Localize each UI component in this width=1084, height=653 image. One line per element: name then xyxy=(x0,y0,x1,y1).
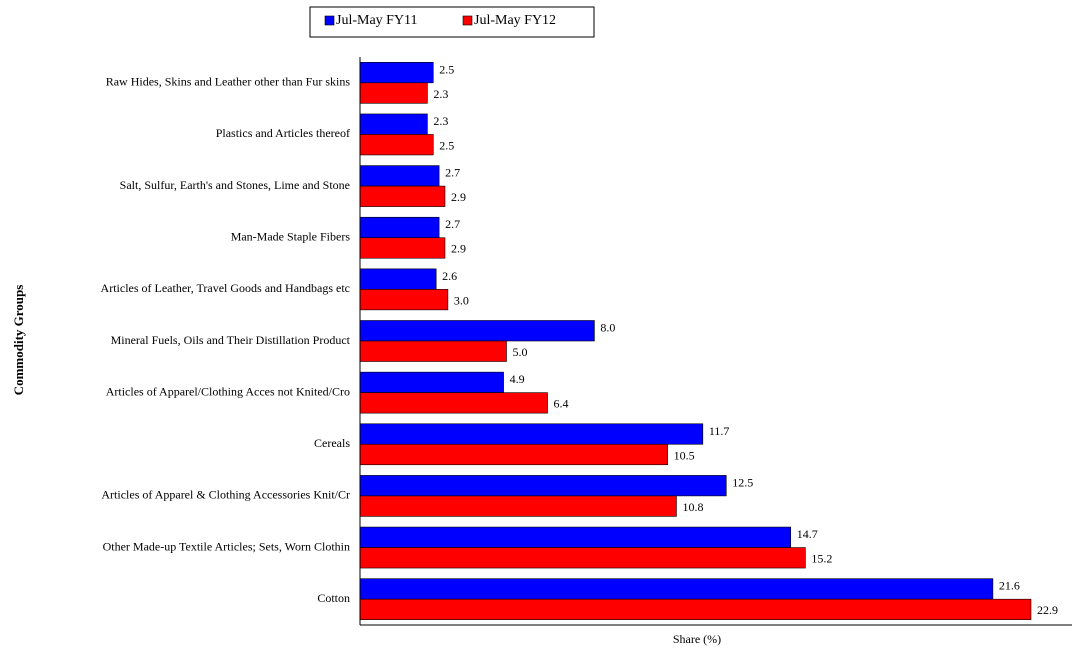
value-label: 14.7 xyxy=(797,527,818,541)
value-label: 21.6 xyxy=(999,579,1020,593)
bar xyxy=(359,320,595,342)
value-label: 10.8 xyxy=(682,500,703,514)
legend-swatch xyxy=(324,15,335,26)
value-label: 2.3 xyxy=(433,87,448,101)
y-tick-label: Articles of Leather, Travel Goods and Ha… xyxy=(101,281,350,295)
bar xyxy=(359,216,440,239)
value-label: 2.7 xyxy=(445,166,460,180)
bar xyxy=(359,495,677,517)
value-label: 2.7 xyxy=(445,217,460,231)
bar xyxy=(359,82,428,104)
bar xyxy=(359,185,446,207)
bar xyxy=(359,598,1032,620)
bar xyxy=(359,165,440,187)
value-label: 4.9 xyxy=(510,372,525,386)
value-label: 6.4 xyxy=(554,397,569,411)
y-tick-label: Articles of Apparel/Clothing Acces not K… xyxy=(106,384,350,398)
legend-box xyxy=(309,6,595,38)
legend-label: Jul-May FY12 xyxy=(474,13,556,28)
legend-label: Jul-May FY11 xyxy=(336,13,418,28)
value-label: 2.5 xyxy=(439,138,454,152)
y-tick-label: Raw Hides, Skins and Leather other than … xyxy=(106,75,351,89)
value-label: 2.9 xyxy=(451,190,466,204)
value-label: 15.2 xyxy=(811,552,832,566)
value-label: 8.0 xyxy=(600,321,615,335)
value-label: 11.7 xyxy=(709,424,730,438)
bar xyxy=(359,423,704,445)
value-label: 12.5 xyxy=(732,475,753,489)
bar xyxy=(359,526,792,548)
value-label: 10.5 xyxy=(674,448,695,462)
y-tick-label: Plastics and Articles thereof xyxy=(216,126,350,140)
value-label: 5.0 xyxy=(513,345,528,359)
bar xyxy=(359,340,507,362)
y-tick-label: Articles of Apparel & Clothing Accessori… xyxy=(101,488,350,502)
value-label: 22.9 xyxy=(1037,603,1058,617)
y-tick-label: Man-Made Staple Fibers xyxy=(231,229,351,243)
bar xyxy=(359,475,727,497)
bar xyxy=(359,443,668,466)
value-label: 3.0 xyxy=(454,293,469,307)
value-label: 2.5 xyxy=(439,62,454,76)
y-tick-label: Cereals xyxy=(314,436,350,450)
bar xyxy=(359,113,428,135)
bar xyxy=(359,392,548,414)
bar xyxy=(359,134,434,156)
bar xyxy=(359,237,446,259)
bar xyxy=(359,268,437,290)
bar xyxy=(359,547,806,569)
y-tick-label: Cotton xyxy=(317,591,350,605)
y-tick-label: Mineral Fuels, Oils and Their Distillati… xyxy=(111,333,351,347)
bar xyxy=(359,62,434,84)
y-tick-label: Other Made-up Textile Articles; Sets, Wo… xyxy=(103,539,350,553)
y-axis-title: Commodity Groups xyxy=(11,285,26,396)
bar xyxy=(359,578,994,600)
legend-swatch xyxy=(462,15,473,26)
x-axis-title: Share (%) xyxy=(673,632,721,646)
bar xyxy=(359,289,449,311)
value-label: 2.3 xyxy=(433,114,448,128)
value-label: 2.9 xyxy=(451,242,466,256)
bar xyxy=(359,371,504,393)
value-label: 2.6 xyxy=(442,269,457,283)
y-tick-label: Salt, Sulfur, Earth's and Stones, Lime a… xyxy=(120,178,350,192)
